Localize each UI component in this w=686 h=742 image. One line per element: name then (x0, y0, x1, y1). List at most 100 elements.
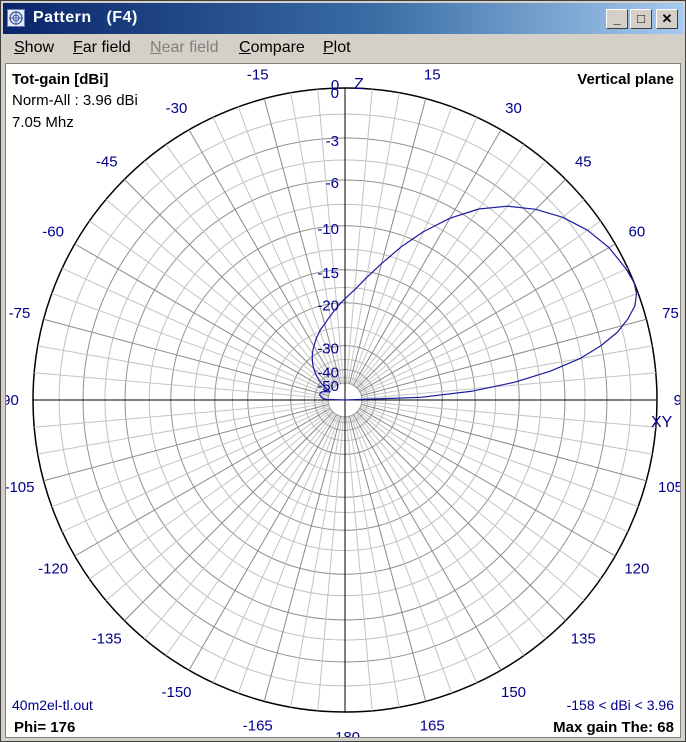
maximize-button[interactable]: □ (630, 9, 652, 29)
angle-label: -165 (243, 718, 273, 735)
grid-spoke (37, 345, 329, 398)
plot-canvas[interactable]: 0 -3 -6 -10 -15 -20 -30 -40-50 0 15 30 45 60 75 90 105… (5, 63, 681, 738)
grid-spoke (350, 415, 453, 694)
grid-spoke (317, 89, 345, 384)
grid-spoke (348, 416, 427, 702)
grid-spoke (37, 402, 329, 455)
angle-label: 90 (674, 392, 681, 409)
grid-spoke (290, 92, 343, 384)
menu-compare[interactable]: Compare (239, 39, 305, 57)
grid-spoke (356, 411, 566, 621)
minimize-button[interactable]: _ (606, 9, 628, 29)
grid-spoke (290, 416, 343, 708)
grid-spoke (165, 144, 336, 387)
menu-show-access: S (14, 39, 25, 56)
angle-label: 45 (575, 154, 592, 171)
pattern-curve (311, 205, 638, 401)
max-gain-value: Max gain The: 68 (553, 719, 674, 736)
window-title: Pattern (F4) (33, 9, 138, 26)
ring-label: -40 (317, 365, 339, 382)
grid-spoke (51, 405, 330, 508)
grid-spoke (263, 416, 342, 702)
angle-label: 0 (331, 77, 339, 94)
angle-label: -15 (247, 66, 269, 83)
grid-spoke (359, 408, 616, 557)
file-name: 40m2el-tl.out (12, 697, 93, 713)
grid-spoke (359, 243, 616, 392)
ring-labels: 0 -3 -6 -10 -15 -20 -30 -40-50 (317, 85, 339, 395)
ring-label: -15 (317, 265, 339, 282)
close-button[interactable]: ✕ (656, 9, 678, 29)
menu-far-field[interactable]: Far field (73, 39, 131, 57)
grid-spoke (354, 413, 525, 656)
menu-near-field-rest: ear field (161, 39, 219, 56)
axis-xy-label: XY (651, 414, 673, 431)
grid-spoke (74, 243, 331, 392)
polar-grid (32, 87, 658, 713)
angle-label: 150 (501, 684, 526, 701)
minimize-icon: _ (613, 11, 621, 26)
grid-spoke (105, 410, 333, 601)
grid-spoke (144, 412, 335, 640)
menu-show-rest: how (24, 39, 55, 56)
angle-label: -30 (166, 100, 188, 117)
axis-z-label: Z (354, 76, 364, 93)
grid-spoke (124, 179, 334, 389)
menu-far-field-access: F (73, 39, 83, 56)
norm-value: Norm-All : 3.96 dBi (12, 92, 138, 109)
pattern-trace (311, 205, 638, 401)
menu-plot-access: P (323, 39, 334, 56)
grid-spoke (360, 267, 628, 394)
menu-compare-access: C (239, 39, 251, 56)
angle-label: -60 (42, 224, 64, 241)
grid-spoke (74, 408, 331, 557)
angle-label: -90 (6, 392, 19, 409)
grid-spoke (124, 411, 334, 621)
frequency: 7.05 Mhz (12, 114, 74, 131)
grid-spoke (361, 402, 653, 455)
grid-spoke (361, 400, 656, 428)
grid-spoke (357, 199, 585, 390)
grid-spoke (317, 416, 345, 711)
angle-label: -150 (161, 684, 191, 701)
plane-label: Vertical plane (577, 71, 674, 88)
angle-label: -105 (6, 479, 34, 496)
angle-label: -135 (92, 630, 122, 647)
menu-plot[interactable]: Plot (323, 39, 351, 57)
menu-show[interactable]: Show (14, 39, 54, 57)
ring-label: -3 (326, 133, 339, 150)
grid-spoke (237, 415, 340, 694)
grid-spoke (353, 129, 502, 386)
grid-spoke (353, 414, 502, 671)
angle-label: 15 (424, 66, 441, 83)
grid-spoke (361, 318, 647, 397)
menu-bar: Show Far field Near field Compare Plot (3, 35, 683, 61)
grid-spoke (345, 416, 373, 711)
ring-label: -10 (317, 221, 339, 238)
grid-spoke (357, 410, 585, 601)
grid-spoke (34, 372, 329, 400)
angle-label: -75 (9, 305, 31, 322)
phi-value: Phi= 176 (14, 719, 75, 736)
grid-spoke (347, 92, 400, 384)
grid-spoke (62, 267, 330, 394)
pattern-app-icon[interactable] (7, 9, 25, 27)
grid-spoke (89, 409, 332, 580)
menu-plot-rest: lot (333, 39, 351, 56)
angle-label: 105 (658, 479, 681, 496)
grid-spoke (144, 160, 335, 388)
close-icon: ✕ (661, 11, 673, 26)
grid-spoke (361, 403, 647, 482)
grid-spoke (347, 416, 400, 708)
grid-spoke (263, 98, 342, 384)
grid-spoke (351, 415, 478, 683)
title-bar[interactable]: Pattern (F4) _ □ ✕ (3, 3, 683, 34)
menu-near-field[interactable]: Near field (150, 39, 218, 57)
menu-compare-rest: ompare (250, 39, 305, 56)
ring-label: -6 (326, 175, 339, 192)
angle-label: 120 (624, 561, 649, 578)
grid-spoke (358, 409, 601, 580)
grid-spoke (356, 179, 566, 389)
polar-plot: 0 -3 -6 -10 -15 -20 -30 -40-50 0 15 30 45 60 75 90 105… (6, 66, 681, 737)
